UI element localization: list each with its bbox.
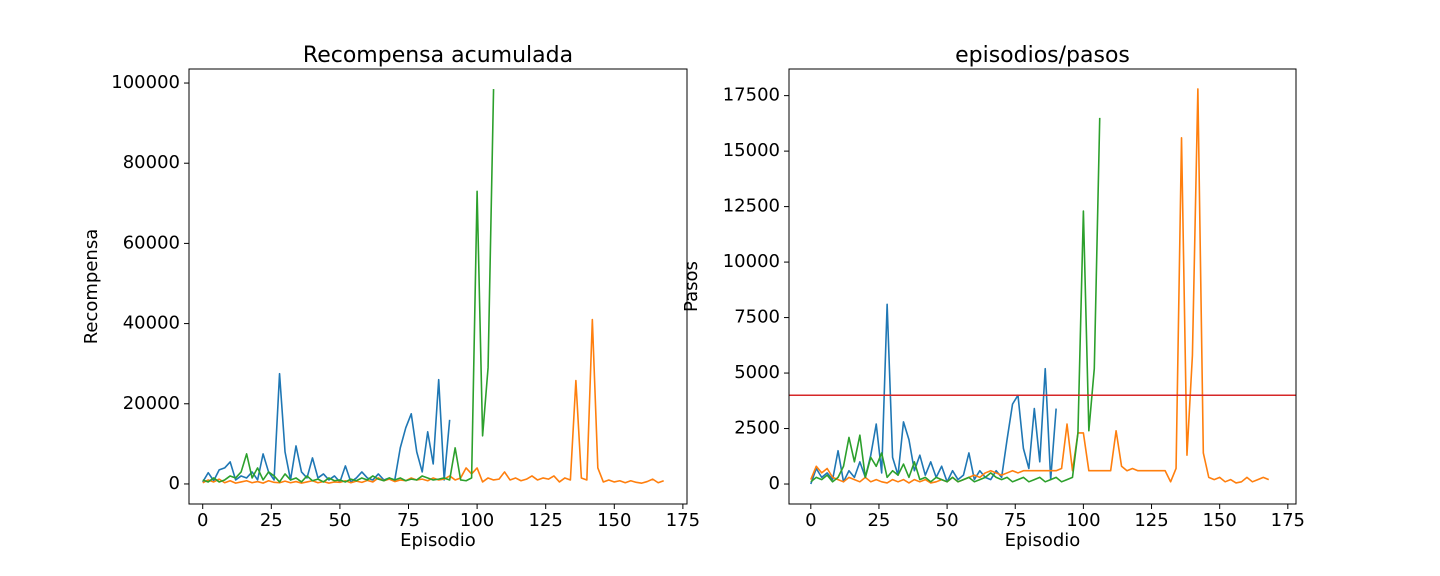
x-axis-label: Episodio [1005, 530, 1081, 551]
series-line [202, 89, 495, 483]
x-tick-label: 150 [1202, 510, 1236, 531]
x-tick-label: 50 [936, 510, 959, 531]
x-tick-label: 0 [805, 510, 816, 531]
y-tick-label: 12500 [723, 196, 780, 217]
chart-title: Recompensa acumulada [303, 43, 573, 68]
y-tick-label: 7500 [734, 307, 780, 328]
x-tick-label: 75 [1004, 510, 1027, 531]
series-line [810, 117, 1101, 483]
x-tick-label: 150 [597, 510, 631, 531]
y-tick-label: 17500 [723, 85, 780, 106]
y-tick-label: 10000 [723, 251, 780, 272]
x-tick-label: 175 [666, 510, 700, 531]
y-tick-label: 0 [169, 473, 180, 494]
x-tick-label: 100 [1066, 510, 1100, 531]
x-tick-label: 75 [397, 510, 420, 531]
y-tick-label: 2500 [734, 418, 780, 439]
y-tick-label: 60000 [123, 232, 180, 253]
y-tick-label: 80000 [123, 152, 180, 173]
x-axis-label: Episodio [400, 530, 476, 551]
y-axis-label: Recompensa [81, 229, 102, 345]
y-tick-label: 40000 [123, 313, 180, 334]
y-tick-label: 20000 [123, 393, 180, 414]
series-line [202, 372, 451, 483]
x-tick-label: 175 [1271, 510, 1305, 531]
series-line [810, 88, 1270, 484]
x-tick-label: 25 [867, 510, 890, 531]
axes-frame [788, 68, 1297, 505]
series-line [810, 303, 1057, 485]
y-tick-label: 5000 [734, 362, 780, 383]
y-tick-label: 15000 [723, 140, 780, 161]
x-tick-label: 25 [260, 510, 283, 531]
axes-frame [188, 68, 688, 505]
x-tick-label: 125 [529, 510, 563, 531]
plot-area: episodios/pasos Episodio Pasos 0 25 50 75 100 12… [681, 43, 1305, 551]
chart-title: episodios/pasos [955, 43, 1130, 68]
x-tick-label: 125 [1134, 510, 1168, 531]
x-tick-label: 0 [197, 510, 208, 531]
plot-area: Recompensa acumulada Episodio Recompensa 0 2… [81, 43, 700, 551]
y-tick-label: 100000 [111, 72, 180, 93]
y-tick-label: 0 [769, 473, 780, 494]
y-axis-label: Pasos [681, 261, 702, 312]
x-tick-label: 100 [460, 510, 494, 531]
x-tick-label: 50 [328, 510, 351, 531]
